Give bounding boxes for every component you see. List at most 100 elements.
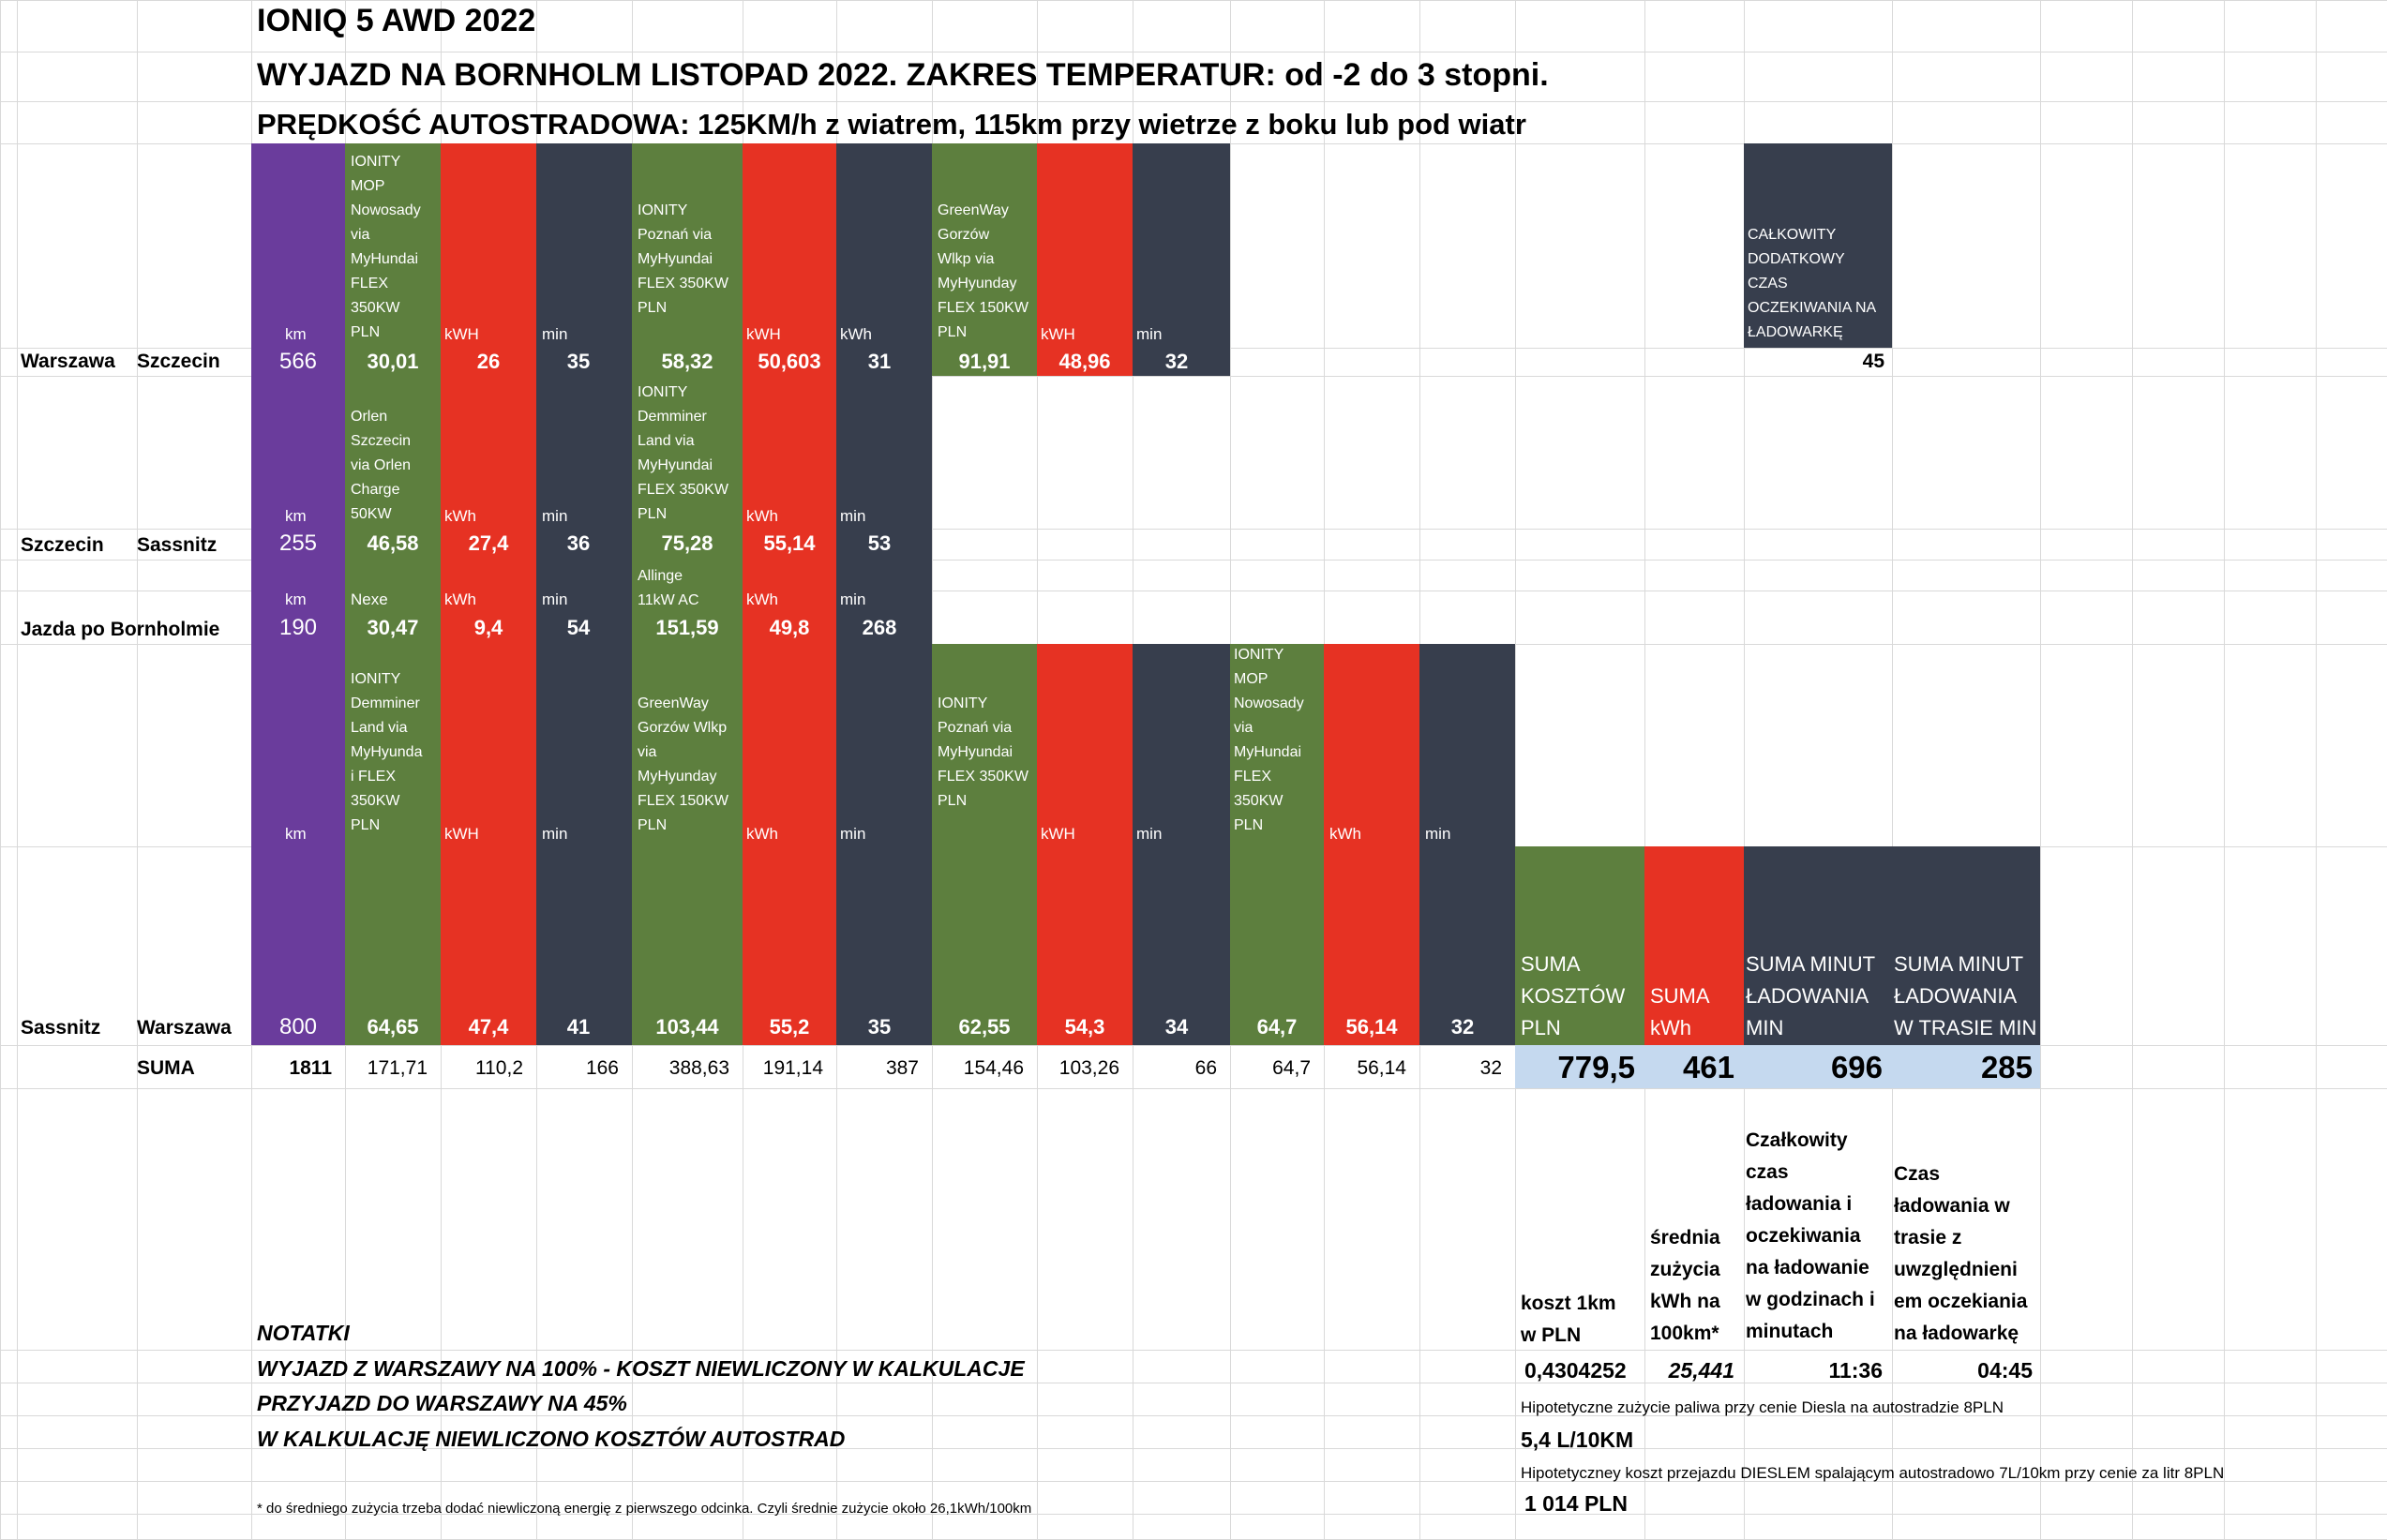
grid-row-line — [0, 0, 2387, 1]
grid-col-line — [137, 0, 138, 1539]
station-min: 32 — [1450, 1015, 1475, 1039]
cell-block — [1324, 644, 1419, 1045]
station-label: IONITY Poznań via MyHyundai FLEX 350KW P… — [938, 695, 1028, 809]
km-column — [251, 143, 345, 1045]
row1-from: Warszawa — [21, 351, 115, 372]
min-unit: min — [840, 507, 866, 525]
sum-value: 110,2 — [475, 1057, 523, 1079]
note-line2: PRZYJAZD DO WARSZAWY NA 45% — [257, 1391, 627, 1415]
min-unit: min — [1425, 825, 1451, 843]
station-energy: 55,2 — [769, 1015, 810, 1039]
min-unit: min — [840, 825, 866, 843]
sum-value: 388,63 — [668, 1057, 729, 1079]
station-energy: 48,96 — [1058, 350, 1111, 373]
station-energy: 49,8 — [769, 616, 810, 639]
grid-row-line — [0, 529, 2387, 530]
km-unit: km — [285, 591, 307, 608]
station-energy: 56,14 — [1345, 1015, 1398, 1039]
grid-row-line — [0, 1514, 2387, 1515]
diesel-note2: Hipotetyczney koszt przejazdu DIESLEM sp… — [1521, 1464, 2225, 1482]
energy-unit: kWH — [746, 325, 781, 343]
total-route-header — [1892, 846, 2040, 1045]
total-time-label: Czałkowity czas ładowania i oczekiwania … — [1746, 1129, 1875, 1342]
sum-cost: 779,5 — [1557, 1050, 1635, 1084]
total-kwh-label: SUMA kWh — [1650, 984, 1710, 1039]
grid-row-line — [0, 1045, 2387, 1046]
sum-value: 56,14 — [1357, 1057, 1406, 1079]
min-unit: kWh — [840, 325, 872, 343]
grid-col-line — [1744, 0, 1745, 1539]
row2-km: 255 — [278, 531, 318, 556]
diesel-note1: Hipotetyczne zużycie paliwa przy cenie D… — [1521, 1398, 2004, 1416]
speed-subtitle: PRĘDKOŚĆ AUTOSTRADOWA: 125KM/h z wiatrem… — [257, 108, 1526, 141]
sum-value: 154,46 — [963, 1057, 1024, 1079]
energy-unit: kWH — [1041, 325, 1075, 343]
energy-unit: kWH — [444, 825, 479, 843]
energy-unit: kWh — [444, 591, 476, 608]
station-energy: 55,14 — [763, 531, 816, 555]
station-min: 54 — [566, 616, 591, 639]
diesel-consumption: 5,4 L/10KM — [1521, 1428, 1634, 1452]
station-min: 53 — [867, 531, 892, 555]
min-unit: min — [542, 507, 568, 525]
sum-value: 103,26 — [1058, 1057, 1119, 1079]
sum-value: 191,14 — [762, 1057, 823, 1079]
row1-km: 566 — [278, 349, 318, 374]
total-cost-label: SUMA KOSZTÓW PLN — [1521, 952, 1626, 1039]
station-min: 32 — [1164, 350, 1189, 373]
cell-block — [345, 143, 441, 1045]
avg-consumption-value: 25,441 — [1668, 1358, 1734, 1383]
station-min: 35 — [867, 1015, 892, 1039]
grid-col-line — [1892, 0, 1893, 1539]
grid-col-line — [2132, 0, 2133, 1539]
station-min: 31 — [867, 350, 892, 373]
station-min: 41 — [566, 1015, 591, 1039]
route-time-label: Czas ładowania w trasie z uwzględnieni e… — [1894, 1163, 2028, 1344]
station-min: 35 — [566, 350, 591, 373]
sum-route-min: 285 — [1980, 1050, 2033, 1084]
wait-time-block — [1744, 143, 1892, 348]
station-label: IONITY MOP Nowosady via MyHundai FLEX 35… — [351, 154, 421, 340]
grid-col-line — [1644, 0, 1645, 1539]
station-label: GreenWay Gorzów Wlkp via MyHyunday FLEX … — [938, 202, 1028, 340]
sum-value: 64,7 — [1272, 1057, 1311, 1079]
total-time-value: 11:36 — [1828, 1358, 1883, 1383]
diesel-cost: 1 014 PLN — [1524, 1491, 1628, 1516]
total-charge-header — [1744, 846, 1892, 1045]
min-unit: min — [1136, 325, 1163, 343]
station-label: Nexe — [351, 591, 388, 608]
station-pln: 75,28 — [661, 531, 713, 555]
grid-row-line — [0, 560, 2387, 561]
sum-value: 171,71 — [367, 1057, 428, 1079]
cost-per-km-value: 0,4304252 — [1524, 1358, 1627, 1383]
cell-block — [932, 143, 1037, 376]
grid-col-line — [0, 0, 1, 1539]
sum-label: SUMA — [137, 1057, 195, 1079]
energy-unit: kWh — [746, 591, 778, 608]
grid-col-line — [1515, 0, 1516, 1539]
station-energy: 54,3 — [1064, 1015, 1105, 1039]
grid-col-line — [2224, 0, 2225, 1539]
min-unit: min — [840, 591, 866, 608]
row4-km: 800 — [278, 1014, 318, 1039]
sum-charge-min: 696 — [1830, 1050, 1883, 1084]
total-cost-header — [1515, 846, 1644, 1045]
km-unit: km — [285, 507, 307, 525]
sum-value: 1811 — [289, 1057, 332, 1079]
station-label: Allinge 11kW AC — [638, 568, 699, 608]
cell-block — [536, 143, 632, 1045]
cell-block — [932, 644, 1037, 1045]
row4-to: Warszawa — [137, 1017, 232, 1039]
min-unit: min — [1136, 825, 1163, 843]
station-min: 36 — [566, 531, 591, 555]
row2-from: Szczecin — [21, 534, 104, 556]
energy-unit: kWh — [1329, 825, 1361, 843]
energy-unit: kWh — [746, 507, 778, 525]
note-line1: WYJAZD Z WARSZAWY NA 100% - KOSZT NIEWLI… — [257, 1356, 1025, 1381]
station-min: 268 — [862, 616, 897, 639]
min-unit: min — [542, 825, 568, 843]
grid-row-line — [0, 1088, 2387, 1089]
station-label: IONITY Demminer Land via MyHyundai FLEX … — [638, 384, 728, 522]
grid-row-line — [0, 1448, 2387, 1449]
km-unit: km — [285, 325, 307, 343]
